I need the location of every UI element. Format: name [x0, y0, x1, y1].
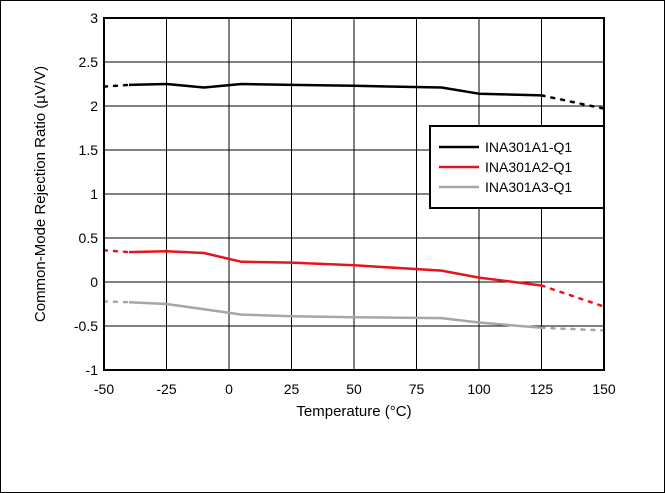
- y-tick-label: 1.5: [79, 142, 99, 158]
- x-tick-label: 125: [530, 381, 554, 397]
- series-layer: [102, 82, 606, 332]
- legend: INA301A1-Q1 INA301A2-Q1 INA301A3-Q1: [429, 125, 605, 209]
- x-axis-label: Temperature (°C): [296, 403, 411, 420]
- series-extrapolation-left-1: [102, 83, 131, 88]
- series-extrapolation-right-3: [540, 326, 606, 332]
- x-tick-label: 25: [284, 381, 300, 397]
- series-extrapolation-right-2: [540, 284, 606, 308]
- x-tick-label: -50: [94, 381, 114, 397]
- legend-entry-2: INA301A2-Q1: [485, 159, 572, 175]
- y-tick-labels: -1 -0.5 0 0.5 1 1.5 2 2.5 3: [74, 10, 98, 378]
- x-tick-label: 50: [346, 381, 362, 397]
- x-tick-label: -25: [156, 381, 176, 397]
- y-tick-label: -0.5: [74, 318, 98, 334]
- y-tick-label: 3: [90, 10, 98, 26]
- series-line-1: [128, 82, 542, 97]
- y-tick-label: 2.5: [79, 54, 99, 70]
- y-tick-label: -1: [86, 362, 99, 378]
- x-tick-label: 150: [592, 381, 616, 397]
- series-line-2: [128, 249, 542, 287]
- x-tick-labels: -50 -25 0 25 50 75 100 125 150: [94, 381, 616, 397]
- legend-entry-3: INA301A3-Q1: [485, 179, 572, 195]
- y-axis-label: Common-Mode Rejection Ratio (µV/V): [32, 66, 49, 322]
- x-tick-label: 75: [409, 381, 425, 397]
- legend-entry-1: INA301A1-Q1: [485, 139, 572, 155]
- y-tick-label: 2: [90, 98, 98, 114]
- y-tick-label: 0.5: [79, 230, 99, 246]
- x-tick-label: 0: [225, 381, 233, 397]
- series-extrapolation-right-1: [540, 94, 606, 110]
- series-extrapolation-left-2: [102, 249, 131, 254]
- y-tick-label: 0: [90, 274, 98, 290]
- y-tick-label: 1: [90, 186, 98, 202]
- x-tick-label: 100: [467, 381, 491, 397]
- series-extrapolation-left-3: [102, 300, 131, 304]
- series-line-3: [128, 300, 542, 330]
